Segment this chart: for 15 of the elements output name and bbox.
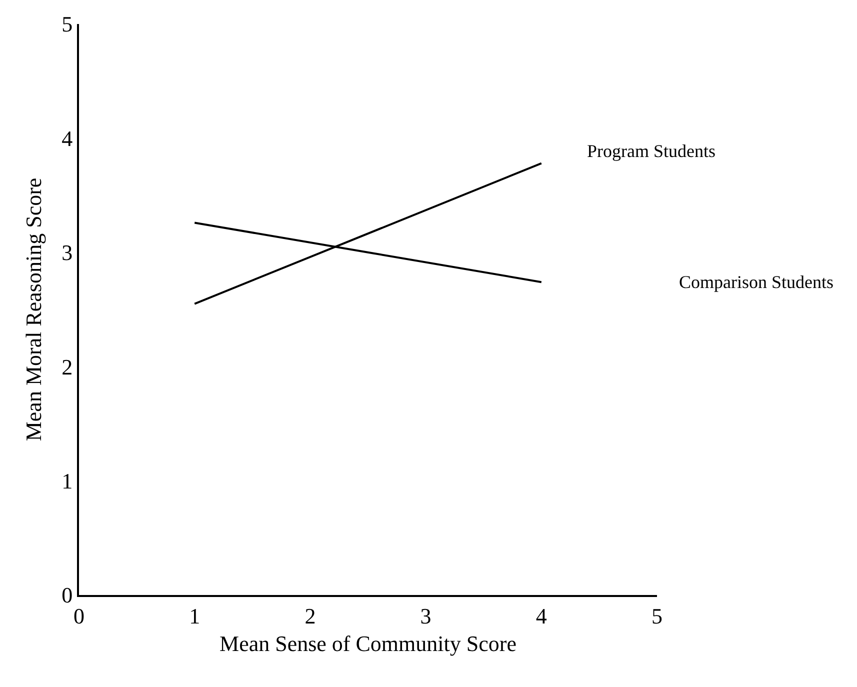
x-axis-title: Mean Sense of Community Score: [220, 630, 516, 656]
y-tick-label: 2: [62, 354, 73, 380]
y-tick-label: 5: [62, 12, 73, 37]
y-axis-title: Mean Moral Reasoning Score: [20, 178, 46, 442]
y-tick-label: 4: [62, 126, 73, 151]
x-tick-label: 2: [304, 603, 316, 628]
text: Comparison Students: [679, 272, 834, 292]
x-tick-label: 5: [652, 603, 662, 628]
text: Program Students: [587, 141, 716, 161]
x-tick-label: 3: [420, 603, 432, 628]
x-tick-label: 1: [189, 603, 200, 628]
y-tick-label: 0: [62, 582, 73, 608]
x-tick-label: 4: [536, 603, 547, 628]
y-tick-label: 1: [62, 468, 73, 494]
y-tick-label: 3: [62, 240, 73, 266]
